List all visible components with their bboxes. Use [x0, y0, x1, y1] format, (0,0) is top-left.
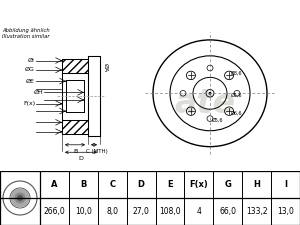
Text: F(x): F(x) — [190, 180, 208, 189]
Text: 13,0: 13,0 — [277, 207, 294, 216]
Circle shape — [17, 195, 23, 201]
Text: 108,0: 108,0 — [159, 207, 181, 216]
Text: 8,0: 8,0 — [106, 207, 118, 216]
Bar — [88, 56, 100, 136]
Text: D: D — [138, 180, 145, 189]
Text: A: A — [51, 180, 58, 189]
Text: ØI: ØI — [28, 58, 35, 63]
Bar — [62, 56, 88, 59]
Text: 24.0110-0183.1: 24.0110-0183.1 — [52, 7, 170, 19]
Text: 4: 4 — [196, 207, 201, 216]
Text: ate: ate — [174, 87, 236, 120]
Bar — [62, 59, 88, 73]
Text: H: H — [253, 180, 260, 189]
Circle shape — [208, 92, 211, 95]
Text: ØE: ØE — [26, 79, 35, 84]
Text: Ø5,6: Ø5,6 — [231, 93, 242, 98]
Text: B: B — [73, 149, 77, 155]
Text: B: B — [80, 180, 86, 189]
Text: Abbildung ähnlich: Abbildung ähnlich — [2, 28, 50, 33]
Text: 133,2: 133,2 — [246, 207, 268, 216]
Text: Illustration similar: Illustration similar — [2, 34, 50, 39]
Bar — [62, 119, 88, 134]
Text: ØG: ØG — [25, 67, 35, 72]
Text: F(x): F(x) — [23, 101, 35, 106]
Text: 410183: 410183 — [191, 7, 247, 19]
Circle shape — [14, 193, 26, 203]
Text: Ø8,6: Ø8,6 — [231, 71, 242, 76]
Text: ØH: ØH — [33, 90, 43, 95]
Text: 27,0: 27,0 — [133, 207, 149, 216]
Circle shape — [11, 189, 29, 207]
Text: C: C — [109, 180, 115, 189]
Text: D: D — [79, 156, 83, 161]
Bar — [62, 73, 88, 119]
Text: ØA: ØA — [103, 63, 108, 73]
Bar — [66, 80, 84, 112]
Text: E: E — [167, 180, 173, 189]
Text: 66,0: 66,0 — [219, 207, 236, 216]
Text: Ø5,6: Ø5,6 — [212, 118, 224, 123]
Text: C (MTH): C (MTH) — [86, 149, 108, 155]
Text: Ø6,6: Ø6,6 — [231, 110, 242, 115]
Text: 266,0: 266,0 — [44, 207, 65, 216]
Text: 10,0: 10,0 — [75, 207, 92, 216]
Text: I: I — [284, 180, 287, 189]
Text: G: G — [224, 180, 231, 189]
